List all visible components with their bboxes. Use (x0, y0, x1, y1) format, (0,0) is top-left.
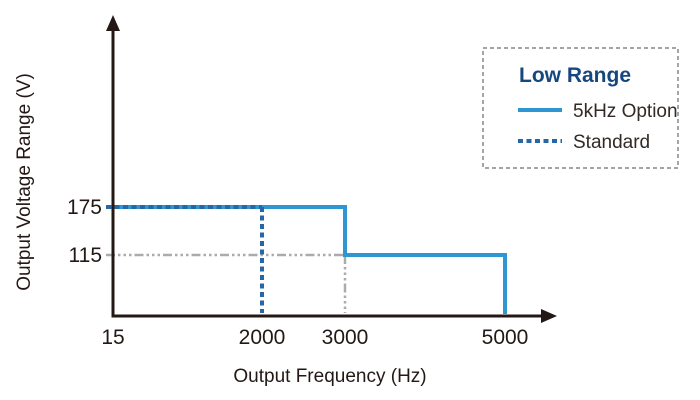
x-tick-3000: 3000 (322, 326, 369, 349)
legend-box (482, 47, 679, 169)
y-axis-arrow-icon (106, 15, 120, 31)
legend-title: Low Range (519, 64, 631, 87)
x-axis-arrow-icon (541, 309, 557, 323)
x-tick-2000: 2000 (239, 326, 286, 349)
x-tick-5000: 5000 (482, 326, 529, 349)
x-tick-15: 15 (101, 326, 124, 349)
legend: Low Range 5kHz Option Standard (482, 47, 679, 169)
series-5khz-option-line (106, 205, 507, 314)
y-tick-115: 115 (69, 244, 102, 267)
legend-entry-5khz-option: 5kHz Option (573, 101, 678, 122)
y-axis-title: Output Voltage Range (V) (14, 73, 35, 291)
y-tick-175: 175 (67, 196, 102, 219)
x-axis-title: Output Frequency (Hz) (233, 366, 426, 387)
legend-entry-standard: Standard (573, 132, 650, 153)
